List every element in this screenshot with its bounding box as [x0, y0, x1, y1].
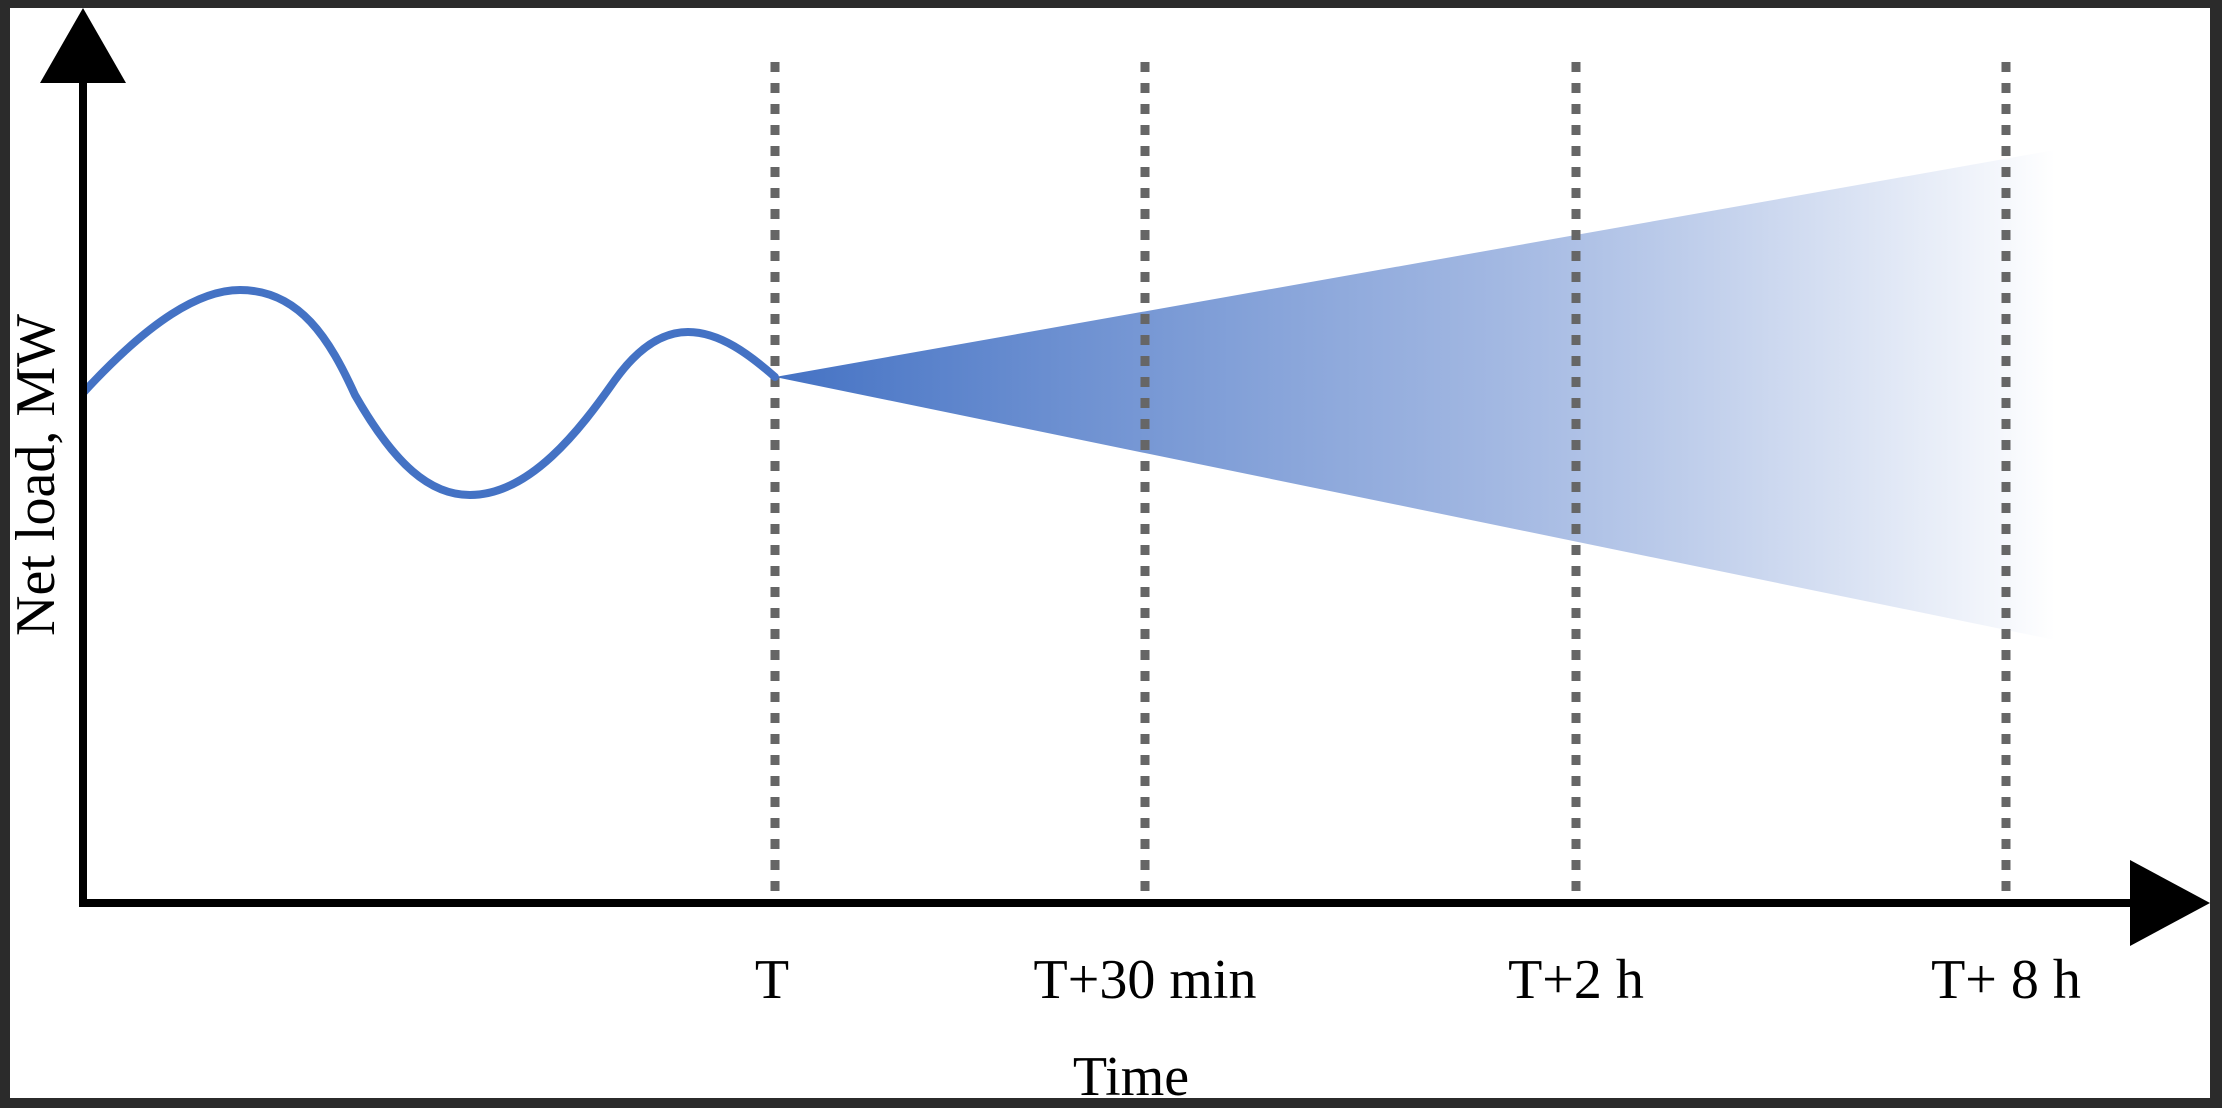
- time-marker-label-t-30min: T+30 min: [1034, 949, 1257, 1011]
- x-axis-arrow-icon: [2130, 860, 2210, 946]
- time-marker-label-t-8h: T+ 8 h: [1931, 949, 2081, 1011]
- y-axis-arrow-icon: [40, 8, 126, 83]
- y-axis-label: Net load, MW: [5, 314, 67, 636]
- forecast-uncertainty-cone: [775, 150, 2055, 640]
- time-marker-label-t-2h: T+2 h: [1508, 949, 1644, 1011]
- x-axis-label: Time: [1073, 1046, 1189, 1108]
- net-load-curve: [79, 286, 779, 499]
- time-marker-label-t: T: [755, 949, 789, 1011]
